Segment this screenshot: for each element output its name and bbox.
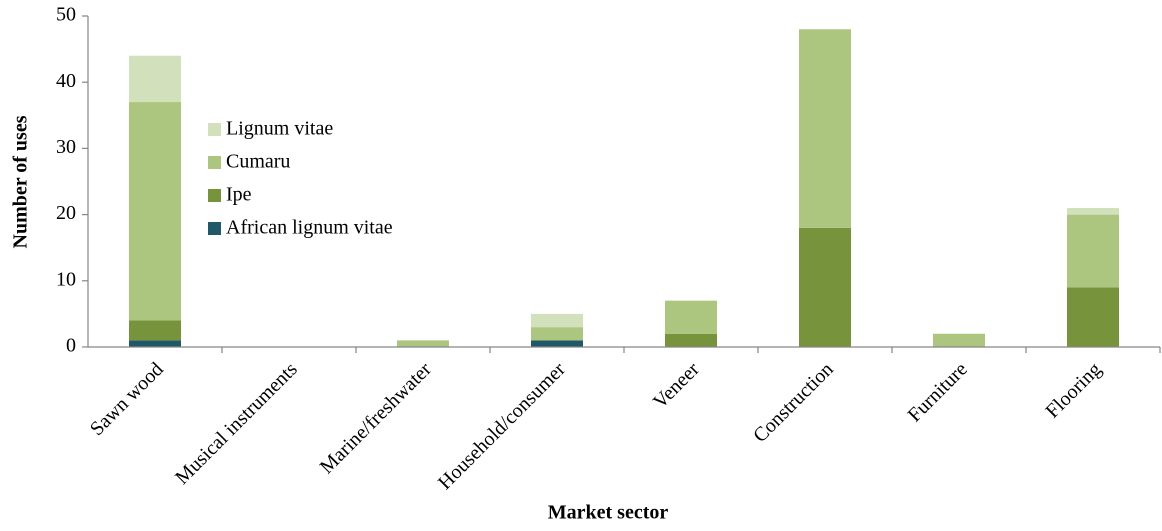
x-tick-label: Marine/freshwater bbox=[316, 358, 436, 478]
bar-segment bbox=[665, 300, 717, 334]
bar-segment bbox=[129, 102, 181, 321]
bar-segment bbox=[531, 327, 583, 341]
bar-segment bbox=[531, 313, 583, 328]
legend-swatch bbox=[208, 123, 221, 136]
x-tick-label: Veneer bbox=[649, 358, 704, 413]
bar-segment bbox=[397, 340, 449, 347]
bar-segment bbox=[129, 55, 181, 103]
legend-label: Lignum vitae bbox=[226, 118, 333, 140]
bar-segment bbox=[1067, 214, 1119, 288]
y-tick-label: 10 bbox=[56, 268, 76, 290]
x-axis-title: Market sector bbox=[548, 502, 669, 524]
x-tick-label: Flooring bbox=[1042, 358, 1106, 422]
y-tick-label: 30 bbox=[56, 136, 76, 158]
x-tick-label: Household/consumer bbox=[434, 358, 570, 494]
x-tick-label: Construction bbox=[749, 358, 838, 447]
bar-segment bbox=[933, 333, 985, 347]
bar-segment bbox=[1067, 207, 1119, 215]
legend-label: African lignum vitae bbox=[226, 217, 393, 239]
bar-segment bbox=[799, 29, 851, 228]
bar-segment bbox=[129, 320, 181, 341]
y-tick-label: 50 bbox=[56, 4, 76, 26]
y-tick-label: 0 bbox=[66, 335, 76, 357]
legend-swatch bbox=[208, 189, 221, 202]
bar-segment bbox=[129, 340, 181, 347]
legend-label: Ipe bbox=[226, 184, 252, 206]
y-axis-title: Number of uses bbox=[10, 115, 32, 248]
bar-segment bbox=[531, 340, 583, 347]
bar-segment bbox=[1067, 287, 1119, 347]
x-tick-label: Musical instruments bbox=[171, 358, 302, 489]
x-tick-label: Sawn wood bbox=[86, 358, 168, 440]
x-tick-label: Furniture bbox=[904, 358, 972, 426]
y-tick-label: 40 bbox=[56, 70, 76, 92]
legend-swatch bbox=[208, 222, 221, 235]
bar-segment bbox=[799, 227, 851, 347]
y-tick-label: 20 bbox=[56, 202, 76, 224]
legend-label: Cumaru bbox=[226, 151, 290, 173]
legend-swatch bbox=[208, 156, 221, 169]
bar-segment bbox=[665, 333, 717, 347]
